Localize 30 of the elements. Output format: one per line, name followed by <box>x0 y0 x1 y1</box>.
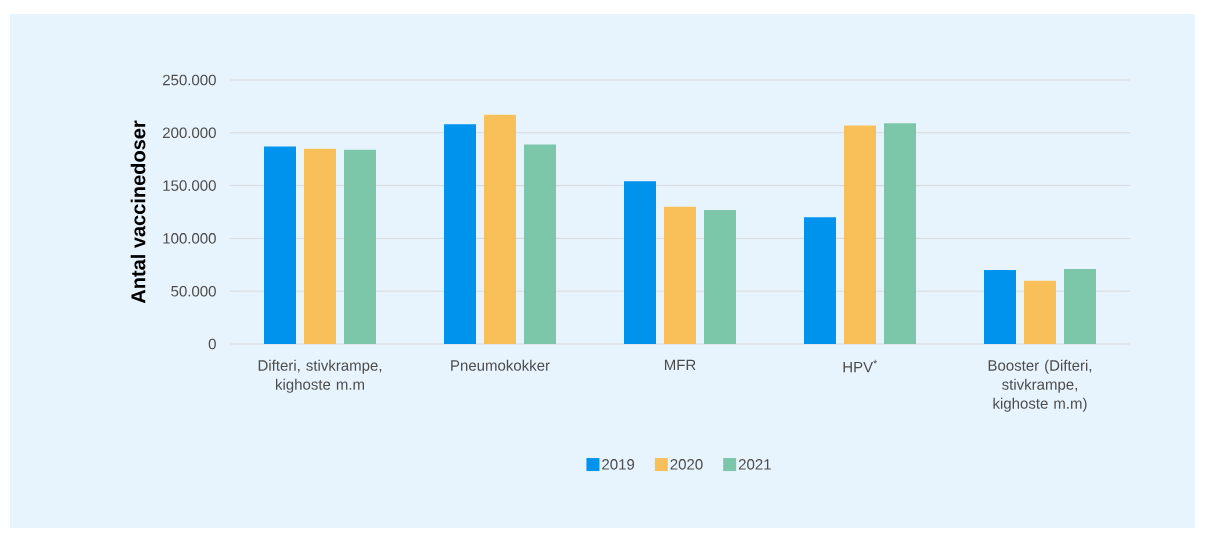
bar <box>484 114 516 344</box>
bar <box>524 144 556 344</box>
bar <box>844 125 876 344</box>
bar <box>1023 280 1056 344</box>
bar <box>344 149 377 344</box>
bar <box>983 270 1016 344</box>
legend-label: 2021 <box>738 459 771 470</box>
y-tick-label: 100.000 <box>163 233 216 244</box>
bar <box>304 148 337 344</box>
bar <box>704 209 736 344</box>
bar <box>264 146 297 344</box>
bar <box>804 217 836 344</box>
bar <box>884 123 916 344</box>
bar <box>1063 269 1096 344</box>
legend-label: 2020 <box>670 459 703 470</box>
x-tick-label: Booster (Difteri, stivkrampe, kighoste m.m) <box>988 359 1092 412</box>
y-axis-title: Antal vaccinedoser <box>130 120 146 304</box>
y-tick-label: 200.000 <box>163 127 216 139</box>
bar <box>624 181 656 344</box>
y-tick-label: 150.000 <box>163 180 216 191</box>
x-tick-label: Pneumokokker <box>451 359 550 371</box>
bar <box>664 206 696 344</box>
x-tick-label: MFR <box>664 359 696 371</box>
x-tick-label: HPV$^{*}$ <box>843 359 878 373</box>
y-tick-label: 50.000 <box>171 285 216 297</box>
bar <box>444 124 476 344</box>
legend-label: 2019 <box>602 459 635 470</box>
y-tick-label: 0 <box>208 338 216 350</box>
x-tick-label: Difteri, stivkrampe, kighoste m.m <box>258 359 382 393</box>
y-tick-label: 250.000 <box>163 74 216 86</box>
